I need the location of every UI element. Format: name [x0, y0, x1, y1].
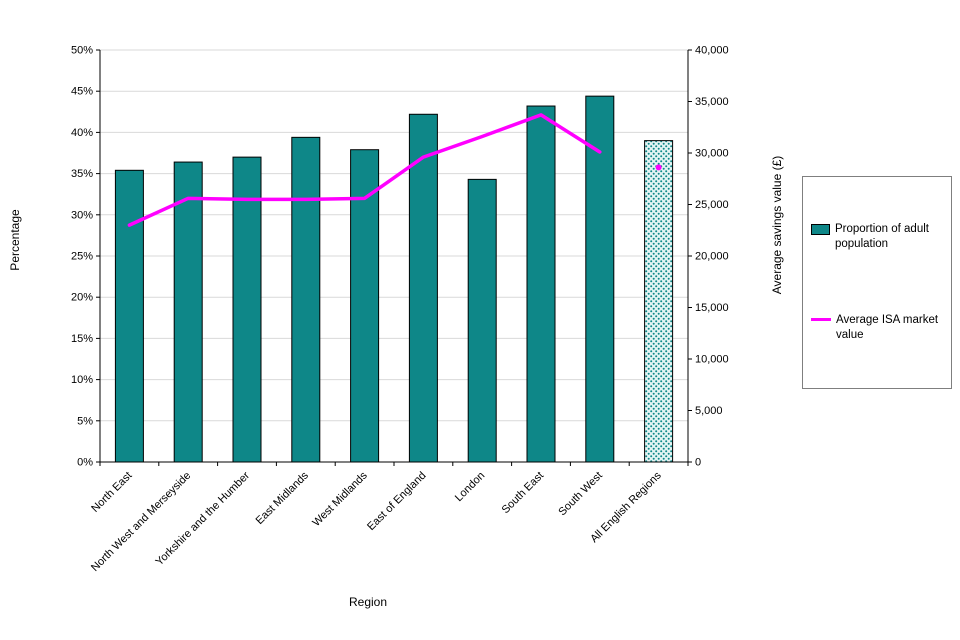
bar-9	[644, 140, 674, 463]
right-tick-label: 0	[695, 457, 701, 469]
left-tick-label: 5%	[77, 415, 93, 427]
bar-swatch-icon	[811, 223, 830, 235]
legend-label-proportion: Proportion of adult population	[835, 222, 929, 250]
bar-1	[173, 161, 203, 463]
bar-7	[526, 105, 556, 463]
legend-item-isa-value: Average ISA market value	[811, 313, 943, 343]
right-tick-label: 40,000	[695, 45, 729, 57]
category-label: London	[453, 470, 487, 504]
left-axis-title: Percentage	[8, 209, 22, 271]
left-tick-label: 15%	[71, 333, 93, 345]
isa-point	[655, 164, 662, 171]
right-tick-label: 30,000	[695, 148, 729, 160]
category-label: Yorkshire and the Humber	[154, 469, 253, 568]
legend-label-isa-value: Average ISA market value	[836, 314, 939, 342]
right-tick-label: 25,000	[695, 199, 729, 211]
bar-8	[585, 95, 615, 463]
left-tick-label: 50%	[71, 45, 93, 57]
right-tick-label: 35,000	[695, 96, 729, 108]
bar-2	[232, 156, 262, 463]
left-tick-label: 40%	[71, 127, 93, 139]
right-tick-label: 5,000	[695, 405, 723, 417]
bar-3	[291, 136, 321, 463]
right-tick-label: 10,000	[695, 354, 729, 366]
bar-6	[467, 178, 497, 463]
plot-generated: 0% 5% 10% 15% 20% 25% 30% 35% 40% 45% 50% 0 5,000 10,…	[71, 45, 729, 574]
x-axis-title: Region	[349, 595, 387, 609]
category-label: East Midlands	[254, 469, 312, 527]
bar-0	[114, 169, 144, 463]
left-tick-label: 35%	[71, 168, 93, 180]
category-label: South East	[500, 470, 547, 517]
category-label: North East	[89, 470, 134, 515]
category-label: West Midlands	[310, 469, 370, 529]
left-tick-label: 30%	[71, 209, 93, 221]
bar-5	[408, 113, 438, 463]
legend: Proportion of adult population Average I…	[802, 176, 952, 389]
bar-4	[350, 149, 380, 463]
left-tick-label: 45%	[71, 86, 93, 98]
left-tick-label: 0%	[77, 457, 93, 469]
line-swatch-icon	[811, 318, 831, 322]
left-tick-label: 10%	[71, 374, 93, 386]
category-label: North West and Merseyside	[89, 470, 193, 574]
category-label: East of England	[365, 470, 428, 533]
isa-line	[127, 113, 602, 227]
legend-item-proportion: Proportion of adult population	[811, 222, 943, 252]
right-tick-label: 20,000	[695, 251, 729, 263]
right-tick-label: 15,000	[695, 302, 729, 314]
left-tick-label: 20%	[71, 292, 93, 304]
right-axis-title: Average savings value (£)	[770, 156, 784, 295]
category-label: South West	[556, 470, 605, 519]
left-tick-label: 25%	[71, 251, 93, 263]
